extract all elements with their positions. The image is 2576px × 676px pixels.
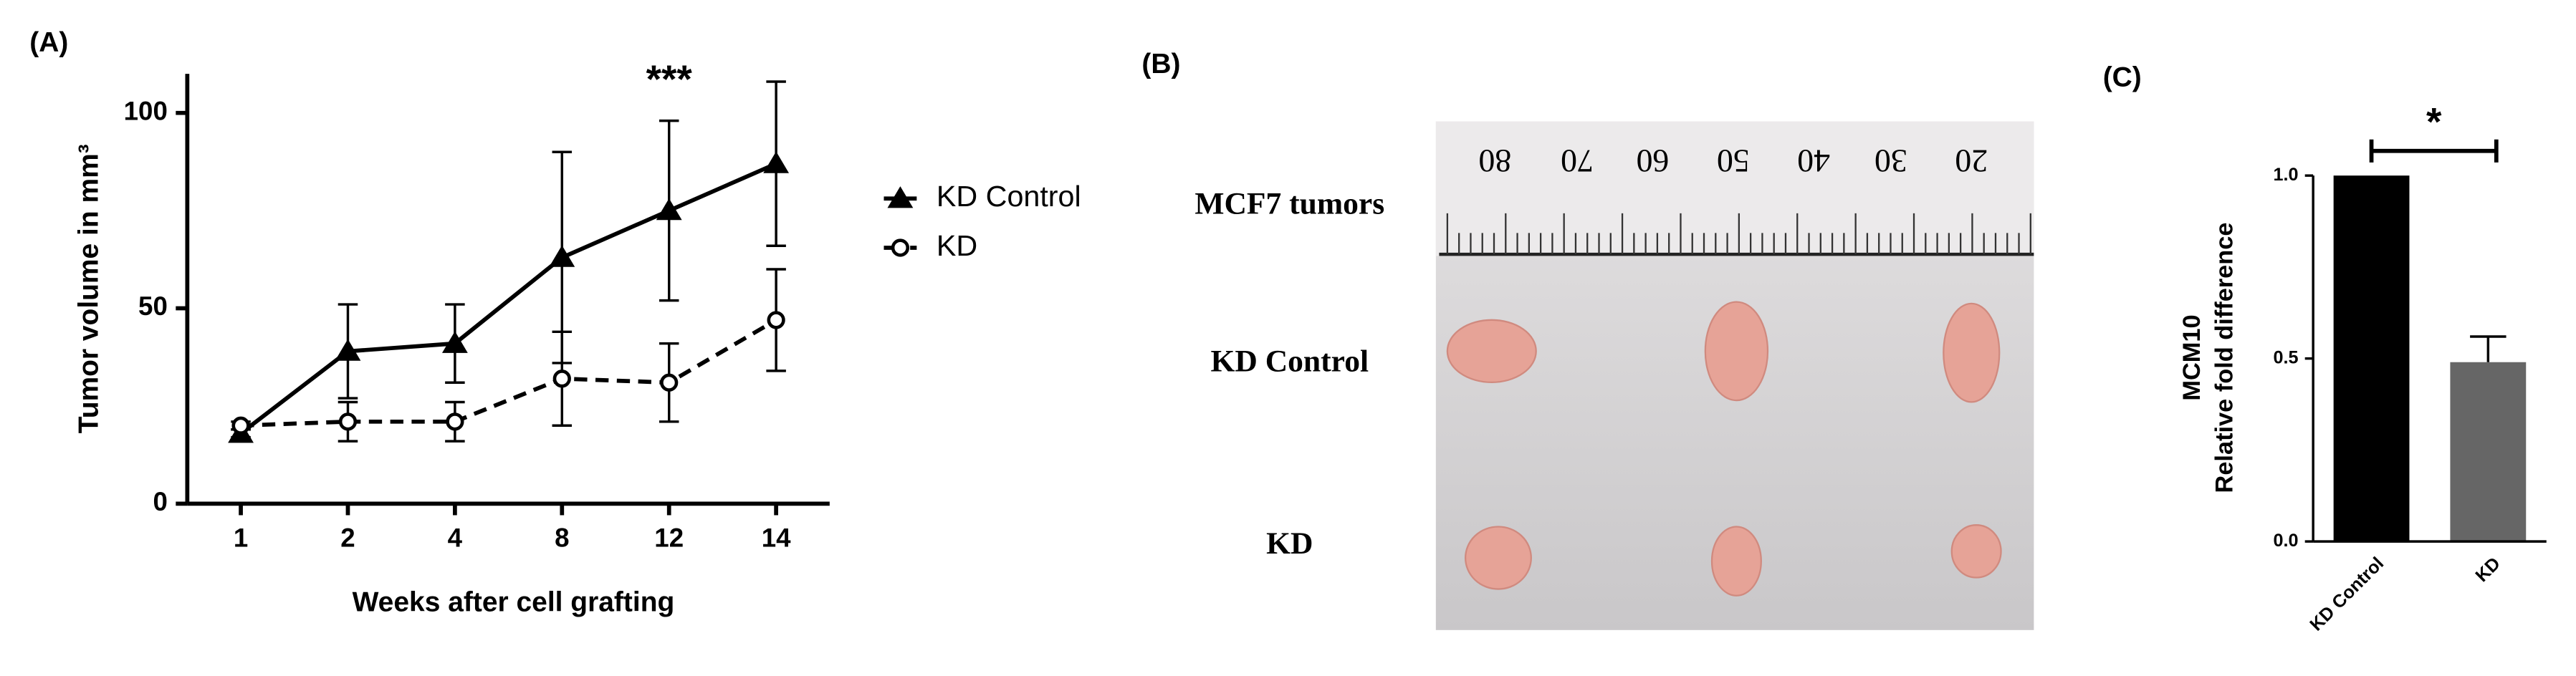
marker [891,238,910,257]
ruler-number: 40 [1797,143,1830,179]
x-tick-label: 2 [340,523,355,553]
marker [446,412,464,431]
marker [552,370,571,388]
series-line [239,162,777,435]
tumor [1710,526,1762,597]
photo-label: KD [1266,526,1313,561]
panel-label: (C) [2103,62,2142,92]
marker [660,373,679,392]
ruler-ticks [1446,213,2031,255]
y-tick-label: 100 [124,96,168,125]
marker [231,416,250,435]
x-tick-label: KD Control [2306,554,2388,635]
x-tick-label: 12 [654,523,684,553]
photo: MCF7 tumors KD Control KD [1194,121,2034,630]
tumor [1446,319,1537,384]
ruler-number: 70 [1561,143,1594,179]
marker [441,331,468,353]
series-line [240,318,777,428]
marker [549,245,575,267]
ruler-number: 30 [1874,143,1907,179]
significance: * [2426,100,2442,144]
panel-label: (A) [29,27,68,58]
tumor [1943,302,2001,403]
y-tick-label: 1.0 [2273,165,2298,185]
bar [2450,362,2527,542]
tumor [1464,526,1532,590]
significance: *** [646,57,693,101]
ruler-number: 50 [1717,143,1750,179]
x-tick-label: 1 [234,523,248,553]
x-axis-title: Weeks after cell grafting [353,586,675,617]
legend-label: KD [937,229,977,262]
ruler-number: 20 [1955,143,1988,179]
marker [763,151,790,173]
x-tick-label: KD [2471,554,2504,586]
x-tick-label: 8 [555,523,569,553]
error-bar [2470,335,2506,362]
x-tick-label: 4 [448,523,463,553]
legend-label: KD Control [937,180,1081,213]
tumors [1446,301,2002,597]
y-axis-title: Relative fold difference [2211,223,2239,493]
marker [338,412,358,431]
marker [335,339,361,361]
marker [656,198,682,221]
marker [767,311,785,329]
ruler [1435,121,2034,256]
tumor [1950,524,2002,579]
y-axis-title: MCM10 [2178,314,2206,400]
panel-label: (B) [1141,49,1180,79]
photo-label: MCF7 tumors [1194,187,1384,221]
y-tick-label: 0 [153,487,167,516]
ruler-number: 60 [1637,143,1670,179]
photo-label: KD Control [1211,344,1369,379]
y-tick-label: 0.5 [2273,347,2298,367]
y-axis-title: Tumor volume in mm³ [73,144,104,433]
bar [2333,175,2410,542]
x-tick-label: 14 [762,523,791,553]
ruler-number: 80 [1478,143,1511,179]
y-tick-label: 0.0 [2273,531,2298,551]
significance-bracket [2369,139,2499,163]
tumor [1704,301,1769,402]
y-tick-label: 50 [138,291,168,321]
marker [887,186,914,208]
